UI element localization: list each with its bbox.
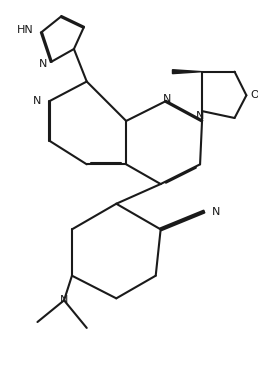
Text: N: N — [163, 94, 172, 104]
Text: N: N — [212, 206, 220, 217]
Text: HN: HN — [17, 25, 34, 35]
Text: N: N — [39, 59, 47, 69]
Text: N: N — [196, 111, 204, 121]
Text: N: N — [60, 295, 68, 305]
Polygon shape — [172, 70, 202, 74]
Text: N: N — [33, 96, 41, 106]
Text: O: O — [250, 90, 258, 100]
